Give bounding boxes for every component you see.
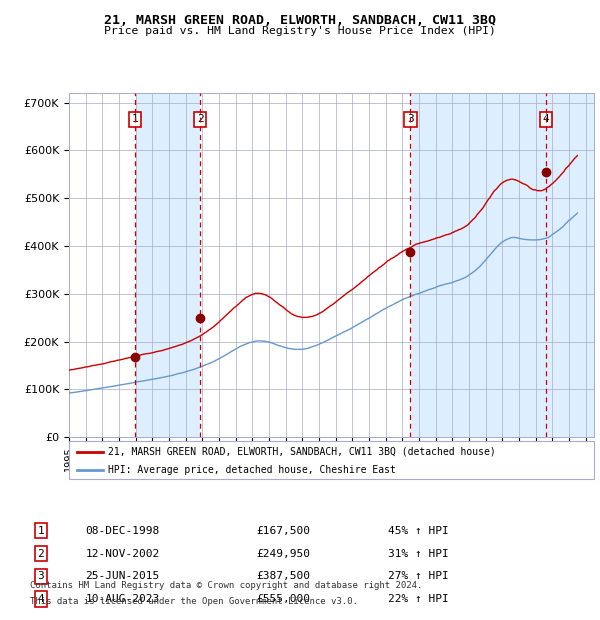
Text: 4: 4	[38, 594, 44, 604]
Text: 3: 3	[407, 114, 414, 124]
Text: £167,500: £167,500	[256, 526, 310, 536]
Text: 12-NOV-2002: 12-NOV-2002	[86, 549, 160, 559]
Text: £249,950: £249,950	[256, 549, 310, 559]
Text: £555,000: £555,000	[256, 594, 310, 604]
Text: Price paid vs. HM Land Registry's House Price Index (HPI): Price paid vs. HM Land Registry's House …	[104, 26, 496, 36]
Text: 22% ↑ HPI: 22% ↑ HPI	[388, 594, 449, 604]
Text: 27% ↑ HPI: 27% ↑ HPI	[388, 572, 449, 582]
Text: 2: 2	[197, 114, 203, 124]
Text: This data is licensed under the Open Government Licence v3.0.: This data is licensed under the Open Gov…	[29, 597, 358, 606]
Text: 1: 1	[38, 526, 44, 536]
Bar	[200, 93, 410, 437]
Text: Contains HM Land Registry data © Crown copyright and database right 2024.: Contains HM Land Registry data © Crown c…	[29, 581, 422, 590]
Text: HPI: Average price, detached house, Cheshire East: HPI: Average price, detached house, Ches…	[109, 466, 396, 476]
Bar	[69, 93, 134, 437]
Text: 45% ↑ HPI: 45% ↑ HPI	[388, 526, 449, 536]
Text: 31% ↑ HPI: 31% ↑ HPI	[388, 549, 449, 559]
Bar	[546, 93, 594, 437]
Text: 2: 2	[38, 549, 44, 559]
Text: 21, MARSH GREEN ROAD, ELWORTH, SANDBACH, CW11 3BQ: 21, MARSH GREEN ROAD, ELWORTH, SANDBACH,…	[104, 14, 496, 27]
Text: 1: 1	[131, 114, 138, 124]
Text: 25-JUN-2015: 25-JUN-2015	[86, 572, 160, 582]
Text: 4: 4	[542, 114, 549, 124]
Text: 21, MARSH GREEN ROAD, ELWORTH, SANDBACH, CW11 3BQ (detached house): 21, MARSH GREEN ROAD, ELWORTH, SANDBACH,…	[109, 447, 496, 457]
Text: 08-DEC-1998: 08-DEC-1998	[86, 526, 160, 536]
Text: 10-AUG-2023: 10-AUG-2023	[86, 594, 160, 604]
Text: £387,500: £387,500	[256, 572, 310, 582]
Text: 3: 3	[38, 572, 44, 582]
